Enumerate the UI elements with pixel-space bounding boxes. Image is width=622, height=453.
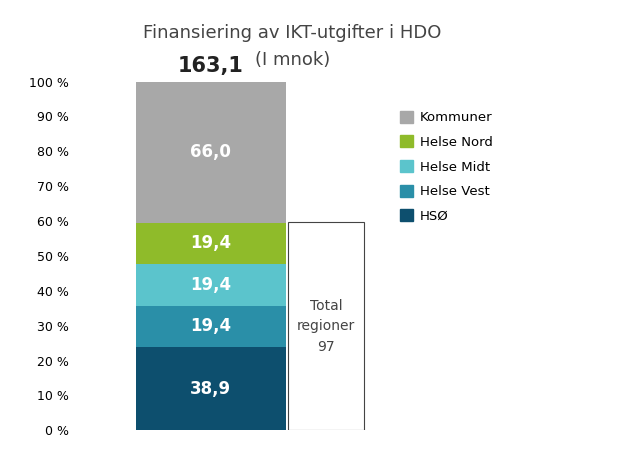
Title: Finansiering av IKT-utgifter i HDO
(I mnok): Finansiering av IKT-utgifter i HDO (I mn…	[143, 24, 442, 69]
Bar	[136, 223, 285, 264]
Legend: Kommuner, Helse Nord, Helse Midt, Helse Vest, HSØ: Kommuner, Helse Nord, Helse Midt, Helse …	[395, 106, 498, 228]
Bar	[136, 82, 285, 223]
Text: Total
regioner
97: Total regioner 97	[297, 299, 356, 354]
Text: 66,0: 66,0	[190, 143, 231, 161]
Bar	[136, 306, 285, 347]
FancyBboxPatch shape	[288, 222, 364, 430]
Text: 19,4: 19,4	[190, 318, 231, 335]
Text: 19,4: 19,4	[190, 235, 231, 252]
Text: 163,1: 163,1	[178, 56, 244, 76]
Text: 19,4: 19,4	[190, 276, 231, 294]
Text: 38,9: 38,9	[190, 380, 231, 398]
Bar	[136, 347, 285, 430]
Bar	[136, 264, 285, 306]
